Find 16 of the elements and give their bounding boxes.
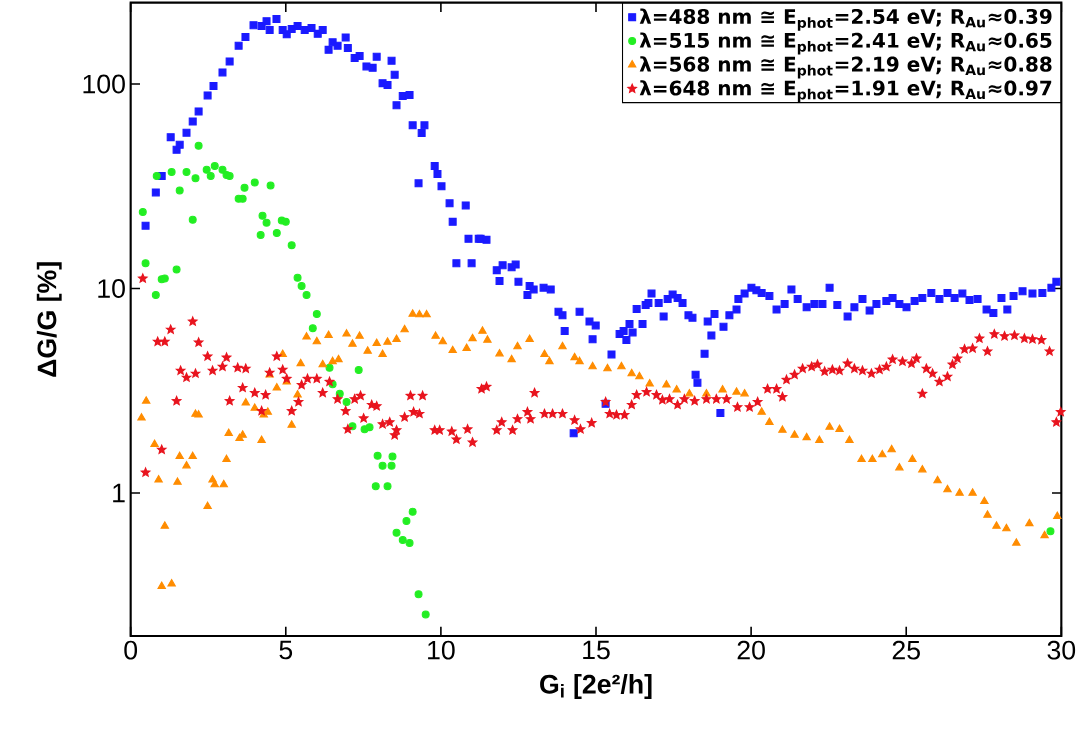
y-tick-label: 1 xyxy=(113,483,125,503)
x-tick-label: 15 xyxy=(583,640,610,660)
x-tick-label: 20 xyxy=(737,640,765,660)
x-tick-label: 10 xyxy=(428,640,455,660)
x-tick-label: 25 xyxy=(892,640,920,660)
x-tick-label: 30 xyxy=(1047,640,1076,660)
y-tick-label: 10 xyxy=(98,279,125,298)
x-tick-label: 0 xyxy=(124,640,138,660)
y-axis-title: ΔG/G [%] xyxy=(36,262,62,377)
legend-label: λ=488 nm ≅ E$_{phot}$=2.54 eV; R$_{Au}$≈0.39 xyxy=(639,8,1052,31)
legend-label: λ=648 nm ≅ E$_{phot}$=1.91 eV; R$_{Au}$≈0.97 xyxy=(639,80,1052,103)
legend-label: λ=568 nm ≅ E$_{phot}$=2.19 eV; R$_{Au}$≈0.88 xyxy=(639,56,1052,79)
x-axis-title: G$_{i}$ [2e²/h] xyxy=(540,674,652,699)
legend-label: λ=515 nm ≅ E$_{phot}$=2.41 eV; R$_{Au}$≈0.65 xyxy=(639,32,1052,55)
y-tick-label: 100 xyxy=(83,74,125,94)
x-tick-label: 5 xyxy=(279,640,293,660)
